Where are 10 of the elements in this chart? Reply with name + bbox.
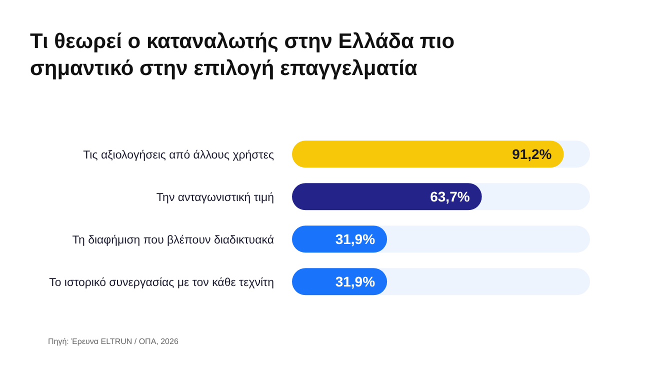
data-label: 91,2% — [512, 146, 552, 162]
chart-title: Τι θεωρεί ο καταναλωτής στην Ελλάδα πιο σημαντικό στην επιλογή επαγγελματία — [30, 29, 456, 82]
text: Πηγή: Έρευνα ELTRUN / ΟΠΑ, 2026 — [48, 337, 178, 346]
y-tick-label: Το ιστορικό συνεργασίας με τον κάθε τεχνίτη — [49, 276, 274, 289]
y-tick-label: Τη διαφήμιση που βλέπουν διαδικτυακά — [72, 234, 274, 246]
y-tick-label: Την ανταγωνιστική τιμή — [156, 192, 274, 204]
data-label: 31,9% — [335, 231, 376, 248]
y-tick-label: Τις αξιολογήσεις από άλλους χρήστες — [83, 149, 274, 162]
data-label: 31,9% — [335, 274, 376, 290]
data-label: 63,7% — [430, 188, 470, 205]
